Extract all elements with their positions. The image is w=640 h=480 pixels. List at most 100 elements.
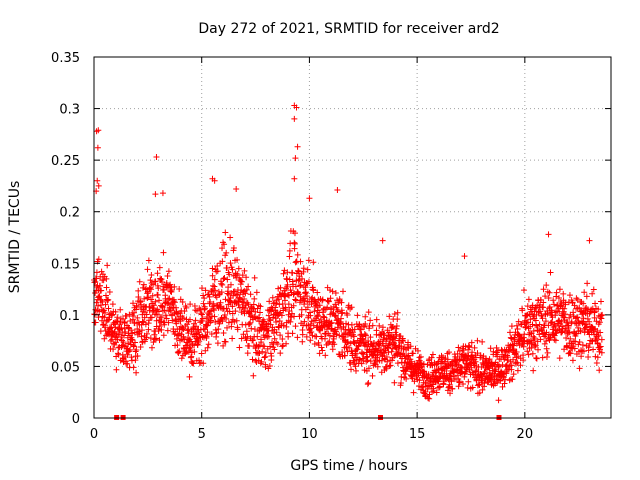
data-point — [388, 348, 395, 355]
data-point — [137, 344, 144, 351]
data-point — [277, 350, 284, 357]
data-point — [269, 294, 276, 301]
data-point — [297, 258, 304, 265]
data-point-peak — [545, 231, 552, 238]
data-point — [93, 275, 100, 282]
data-point — [206, 308, 213, 315]
data-point — [531, 335, 538, 342]
data-point-peak — [94, 177, 101, 184]
data-point — [456, 378, 463, 385]
data-point — [211, 276, 218, 283]
data-point — [204, 322, 211, 329]
data-point — [426, 391, 433, 398]
data-point — [243, 274, 250, 281]
data-point — [158, 278, 165, 285]
data-point — [501, 380, 508, 387]
data-point — [241, 296, 248, 303]
data-point — [127, 317, 134, 324]
data-point — [259, 348, 266, 355]
data-point — [332, 301, 339, 308]
data-point — [414, 347, 421, 354]
data-point — [158, 314, 165, 321]
data-point — [167, 307, 174, 314]
data-point — [211, 313, 218, 320]
data-point — [164, 327, 171, 334]
data-point — [486, 356, 493, 363]
data-point — [168, 287, 175, 294]
data-point — [565, 322, 572, 329]
data-point — [133, 306, 140, 313]
data-point — [445, 376, 452, 383]
data-point — [330, 303, 337, 310]
data-point — [117, 306, 124, 313]
data-point — [294, 334, 301, 341]
data-point — [593, 359, 600, 366]
data-point — [399, 337, 406, 344]
data-point — [165, 319, 172, 326]
grid — [94, 57, 611, 418]
data-point — [186, 316, 193, 323]
data-point — [291, 239, 298, 246]
data-point — [562, 311, 569, 318]
data-point — [537, 336, 544, 343]
data-point — [193, 323, 200, 330]
data-point — [381, 350, 388, 357]
data-point — [520, 352, 527, 359]
data-point — [291, 240, 298, 247]
data-point — [338, 315, 345, 322]
data-point — [544, 349, 551, 356]
data-point — [241, 267, 248, 274]
data-point — [211, 283, 218, 290]
axes — [93, 56, 612, 419]
data-point — [535, 346, 542, 353]
data-point — [234, 256, 241, 263]
data-point — [206, 293, 213, 300]
data-point — [125, 324, 132, 331]
data-point — [369, 372, 376, 379]
data-point — [514, 359, 521, 366]
data-point — [373, 327, 380, 334]
data-point — [590, 286, 597, 293]
data-point — [220, 275, 227, 282]
data-point — [130, 364, 137, 371]
data-point — [153, 317, 160, 324]
data-point — [465, 378, 472, 385]
data-point-peak — [159, 190, 166, 197]
data-point — [556, 286, 563, 293]
data-point — [155, 308, 162, 315]
data-point — [158, 326, 165, 333]
data-point — [417, 360, 424, 367]
data-point — [548, 319, 555, 326]
data-point — [552, 312, 559, 319]
data-point — [597, 329, 604, 336]
data-point — [512, 360, 519, 367]
data-point — [118, 324, 125, 331]
data-point — [123, 313, 130, 320]
data-point — [360, 335, 367, 342]
data-point — [115, 350, 122, 357]
data-point — [234, 326, 241, 333]
data-point — [209, 265, 216, 272]
data-point — [223, 249, 230, 256]
data-point — [398, 380, 405, 387]
data-point — [319, 347, 326, 354]
data-point-peak — [334, 187, 341, 194]
data-point — [160, 249, 167, 256]
data-point-peak — [211, 177, 218, 184]
data-point — [102, 322, 109, 329]
data-point — [292, 283, 299, 290]
data-point — [567, 350, 574, 357]
data-point — [421, 368, 428, 375]
chart-title: Day 272 of 2021, SRMTID for receiver ard… — [198, 21, 499, 37]
data-point — [307, 312, 314, 319]
data-point — [481, 370, 488, 377]
y-tick-label: 0.2 — [59, 206, 80, 221]
y-tick-label: 0.05 — [51, 360, 80, 375]
data-point — [297, 282, 304, 289]
data-point — [234, 270, 241, 277]
data-point — [320, 306, 327, 313]
data-points — [91, 102, 606, 420]
data-point — [354, 346, 361, 353]
data-point — [163, 315, 170, 322]
data-point — [506, 377, 513, 384]
